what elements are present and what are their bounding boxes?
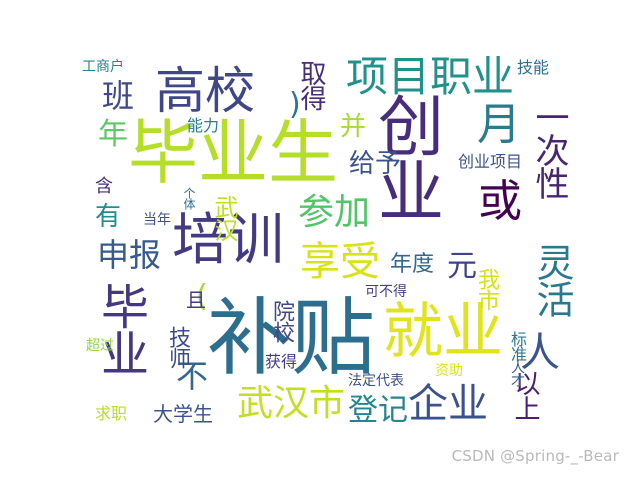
cloud-word: 月 xyxy=(477,99,521,150)
cloud-word: 一次性 xyxy=(529,100,569,199)
cloud-word: 创业项目 xyxy=(458,152,523,171)
cloud-word: 补贴 xyxy=(207,289,376,387)
cloud-word: 高校 xyxy=(155,62,255,120)
cloud-word: 我市 xyxy=(474,268,499,310)
watermark: CSDN @Spring-_-Bear xyxy=(451,447,619,465)
cloud-word: 以上 xyxy=(510,370,540,420)
cloud-word: 法定代表 xyxy=(348,373,404,389)
cloud-word: 获得 xyxy=(265,352,298,371)
cloud-word: 就业 xyxy=(383,297,503,367)
cloud-word: 参加 xyxy=(298,192,371,233)
cloud-word: 年度 xyxy=(390,252,435,277)
cloud-word: 取得 xyxy=(296,60,326,110)
cloud-word: 人 xyxy=(520,330,560,376)
cloud-word: 登记 xyxy=(348,393,408,428)
cloud-word: 培训 xyxy=(172,208,284,273)
cloud-word: 大学生 xyxy=(153,402,213,426)
cloud-word: 人才 xyxy=(509,360,525,386)
cloud-word: 享受 xyxy=(300,239,380,285)
cloud-word: 项目职业 xyxy=(346,52,515,101)
cloud-word: ) xyxy=(289,87,301,122)
cloud-word: 武汉市 xyxy=(237,383,346,424)
cloud-word: 年 xyxy=(98,117,128,152)
cloud-word: ( xyxy=(196,279,208,314)
cloud-word: 资助 xyxy=(435,363,463,379)
cloud-word: 元 xyxy=(447,249,477,284)
cloud-word: 超过 xyxy=(86,338,114,354)
cloud-word: 当年 xyxy=(143,212,171,228)
cloud-word: 申报 xyxy=(97,236,162,274)
cloud-word: 或 xyxy=(478,176,522,227)
cloud-word: 灵活 xyxy=(530,243,574,317)
cloud-word: 且 xyxy=(186,288,206,312)
cloud-word: 给予 xyxy=(349,149,402,179)
cloud-word: 可不得 xyxy=(365,284,407,300)
cloud-word: 创业 xyxy=(367,92,444,222)
cloud-word: 毕业 xyxy=(92,282,148,376)
cloud-word: 院校 xyxy=(269,300,294,342)
cloud-word: 技师 xyxy=(165,326,190,368)
cloud-word: 班 xyxy=(102,77,135,115)
cloud-word: 企业 xyxy=(408,381,488,427)
cloud-word: 不 xyxy=(171,359,209,390)
cloud-word: 能力 xyxy=(187,116,220,135)
cloud-word: 武汉 xyxy=(210,195,238,241)
cloud-word: 并 xyxy=(340,112,367,142)
cloud-word: 标准 xyxy=(508,331,527,361)
cloud-word: 有 xyxy=(95,202,122,232)
cloud-word: 技能 xyxy=(517,58,550,77)
cloud-word: 含 xyxy=(95,176,113,197)
cloud-word: 求职 xyxy=(95,404,128,423)
cloud-word: 毕业生 xyxy=(128,112,338,194)
cloud-word: 工商户 xyxy=(82,59,124,75)
cloud-word: 个体 xyxy=(182,187,196,209)
